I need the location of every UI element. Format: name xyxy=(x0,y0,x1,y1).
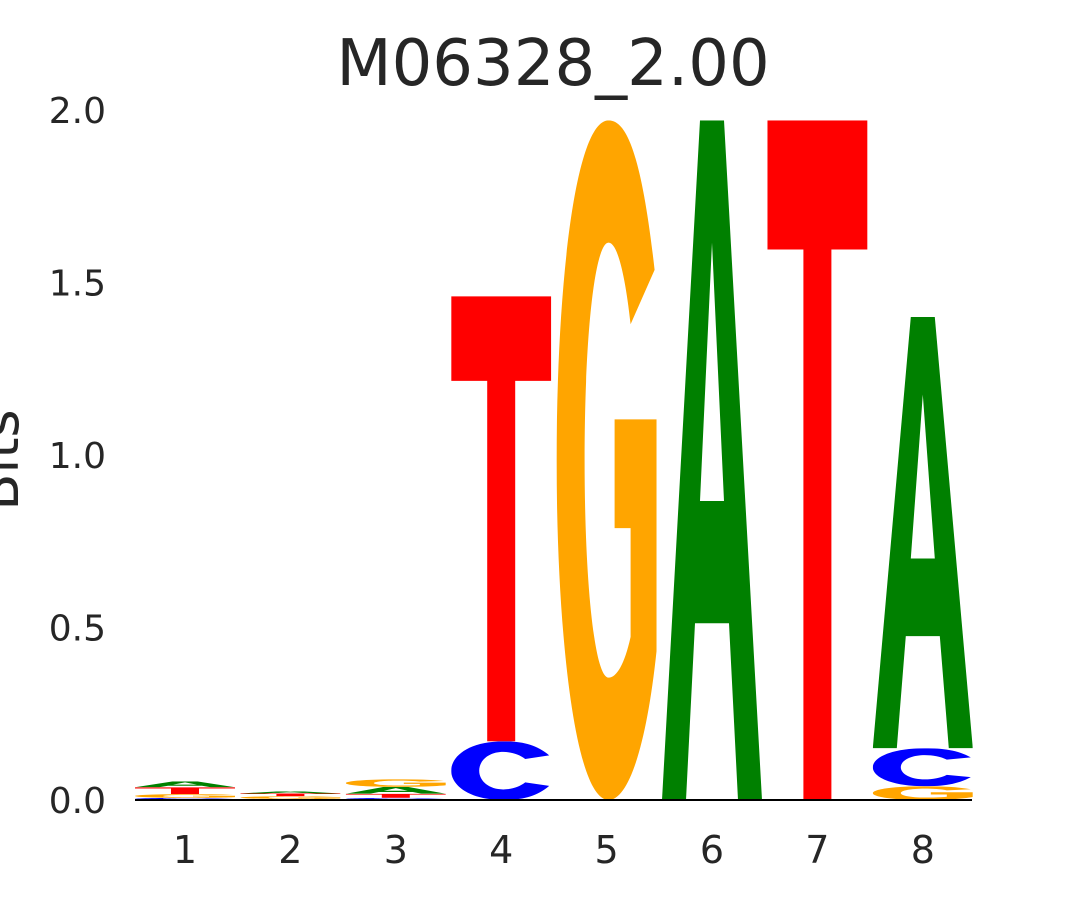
letter-a xyxy=(345,786,446,794)
x-tick-label: 8 xyxy=(911,828,935,872)
x-tick-label: 7 xyxy=(805,828,829,872)
letter-c xyxy=(451,741,550,800)
logo-column-6 xyxy=(662,120,762,801)
y-tick-label: 0.5 xyxy=(49,609,106,650)
letter-g xyxy=(872,786,973,800)
logo-column-7 xyxy=(767,120,868,801)
letter-g xyxy=(240,796,341,799)
logo-column-2 xyxy=(240,791,341,800)
letter-a xyxy=(872,317,973,749)
letter-a xyxy=(662,120,762,801)
logo-column-5 xyxy=(556,120,657,801)
x-tick-label: 5 xyxy=(595,828,619,872)
y-tick-label: 1.0 xyxy=(49,436,106,477)
letter-t xyxy=(767,120,868,801)
x-tick-label: 4 xyxy=(489,828,513,872)
letter-t xyxy=(345,793,446,798)
x-tick-label: 3 xyxy=(384,828,408,872)
x-tick-label: 2 xyxy=(278,828,302,872)
logo-column-8 xyxy=(872,317,973,800)
y-axis-label: Bits xyxy=(0,409,31,510)
y-tick-label: 1.5 xyxy=(49,264,106,305)
logo-column-4 xyxy=(451,296,552,800)
x-tick-label: 1 xyxy=(173,828,197,872)
y-tick-label: 0.0 xyxy=(49,781,106,822)
letter-t xyxy=(135,787,235,795)
x-tick-label: 6 xyxy=(700,828,724,872)
logo-column-1 xyxy=(135,781,235,800)
letter-g xyxy=(556,120,657,801)
letter-t xyxy=(240,793,341,797)
letter-c xyxy=(872,748,971,787)
logo-column-3 xyxy=(345,779,446,800)
letter-t xyxy=(451,296,552,742)
letter-a xyxy=(135,781,235,788)
y-tick-label: 2.0 xyxy=(49,91,106,132)
letter-g xyxy=(345,779,446,787)
chart-title: M06328_2.00 xyxy=(336,27,769,101)
letter-g xyxy=(135,794,235,798)
letter-a xyxy=(240,791,341,794)
